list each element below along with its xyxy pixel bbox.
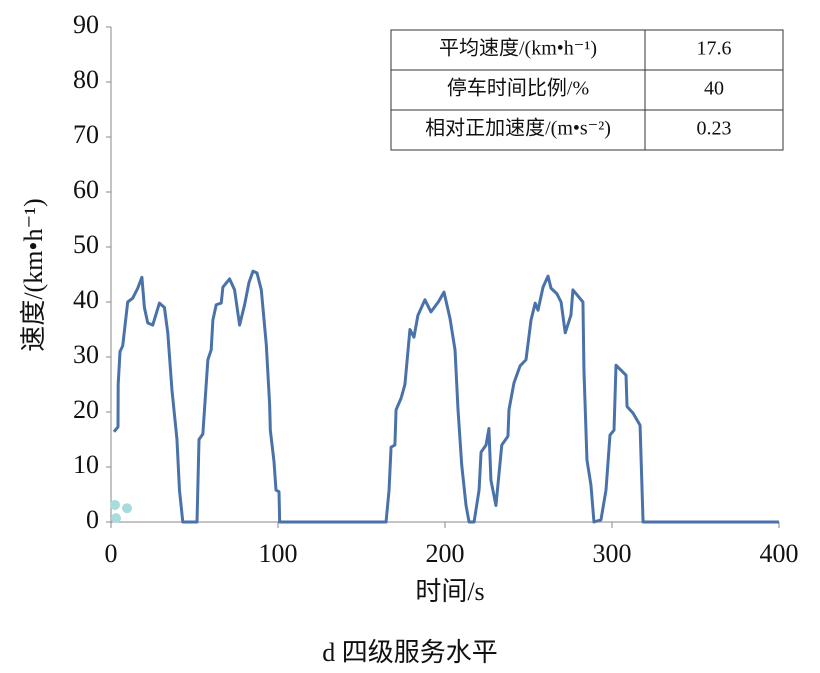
y-tick-label: 20 bbox=[73, 395, 99, 424]
data-line bbox=[112, 269, 779, 524]
x-tick-label: 0 bbox=[105, 539, 118, 568]
table-label: 平均速度/(km•h⁻¹) bbox=[439, 37, 597, 60]
table-value: 40 bbox=[704, 78, 724, 100]
y-tick-label: 30 bbox=[73, 340, 99, 369]
y-tick-label: 80 bbox=[73, 65, 99, 94]
y-tick-label: 0 bbox=[86, 505, 99, 534]
x-tick-label: 100 bbox=[259, 539, 298, 568]
y-axis-label: 速度/(km•h⁻¹) bbox=[19, 198, 48, 351]
caption: d 四级服务水平 bbox=[322, 638, 498, 667]
table-label: 停车时间比例/% bbox=[447, 77, 589, 100]
x-axis-label: 时间/s bbox=[415, 577, 484, 606]
x-tick-label: 200 bbox=[426, 539, 465, 568]
data-point bbox=[111, 513, 122, 524]
y-tick-label: 90 bbox=[73, 10, 99, 39]
y-tick-label: 10 bbox=[73, 450, 99, 479]
x-tick-label: 400 bbox=[760, 539, 799, 568]
y-tick-label: 60 bbox=[73, 175, 99, 204]
y-tick-label: 40 bbox=[73, 285, 99, 314]
table-frame bbox=[390, 29, 784, 151]
data-point bbox=[122, 503, 133, 514]
table-value: 0.23 bbox=[697, 118, 732, 140]
table-value: 17.6 bbox=[697, 38, 732, 60]
y-tick-label: 50 bbox=[73, 230, 99, 259]
table-label: 相对正加速度/(m•s⁻²) bbox=[425, 117, 611, 140]
x-tick-label: 300 bbox=[593, 539, 632, 568]
y-tick-label: 70 bbox=[73, 120, 99, 149]
data-point bbox=[110, 499, 121, 510]
